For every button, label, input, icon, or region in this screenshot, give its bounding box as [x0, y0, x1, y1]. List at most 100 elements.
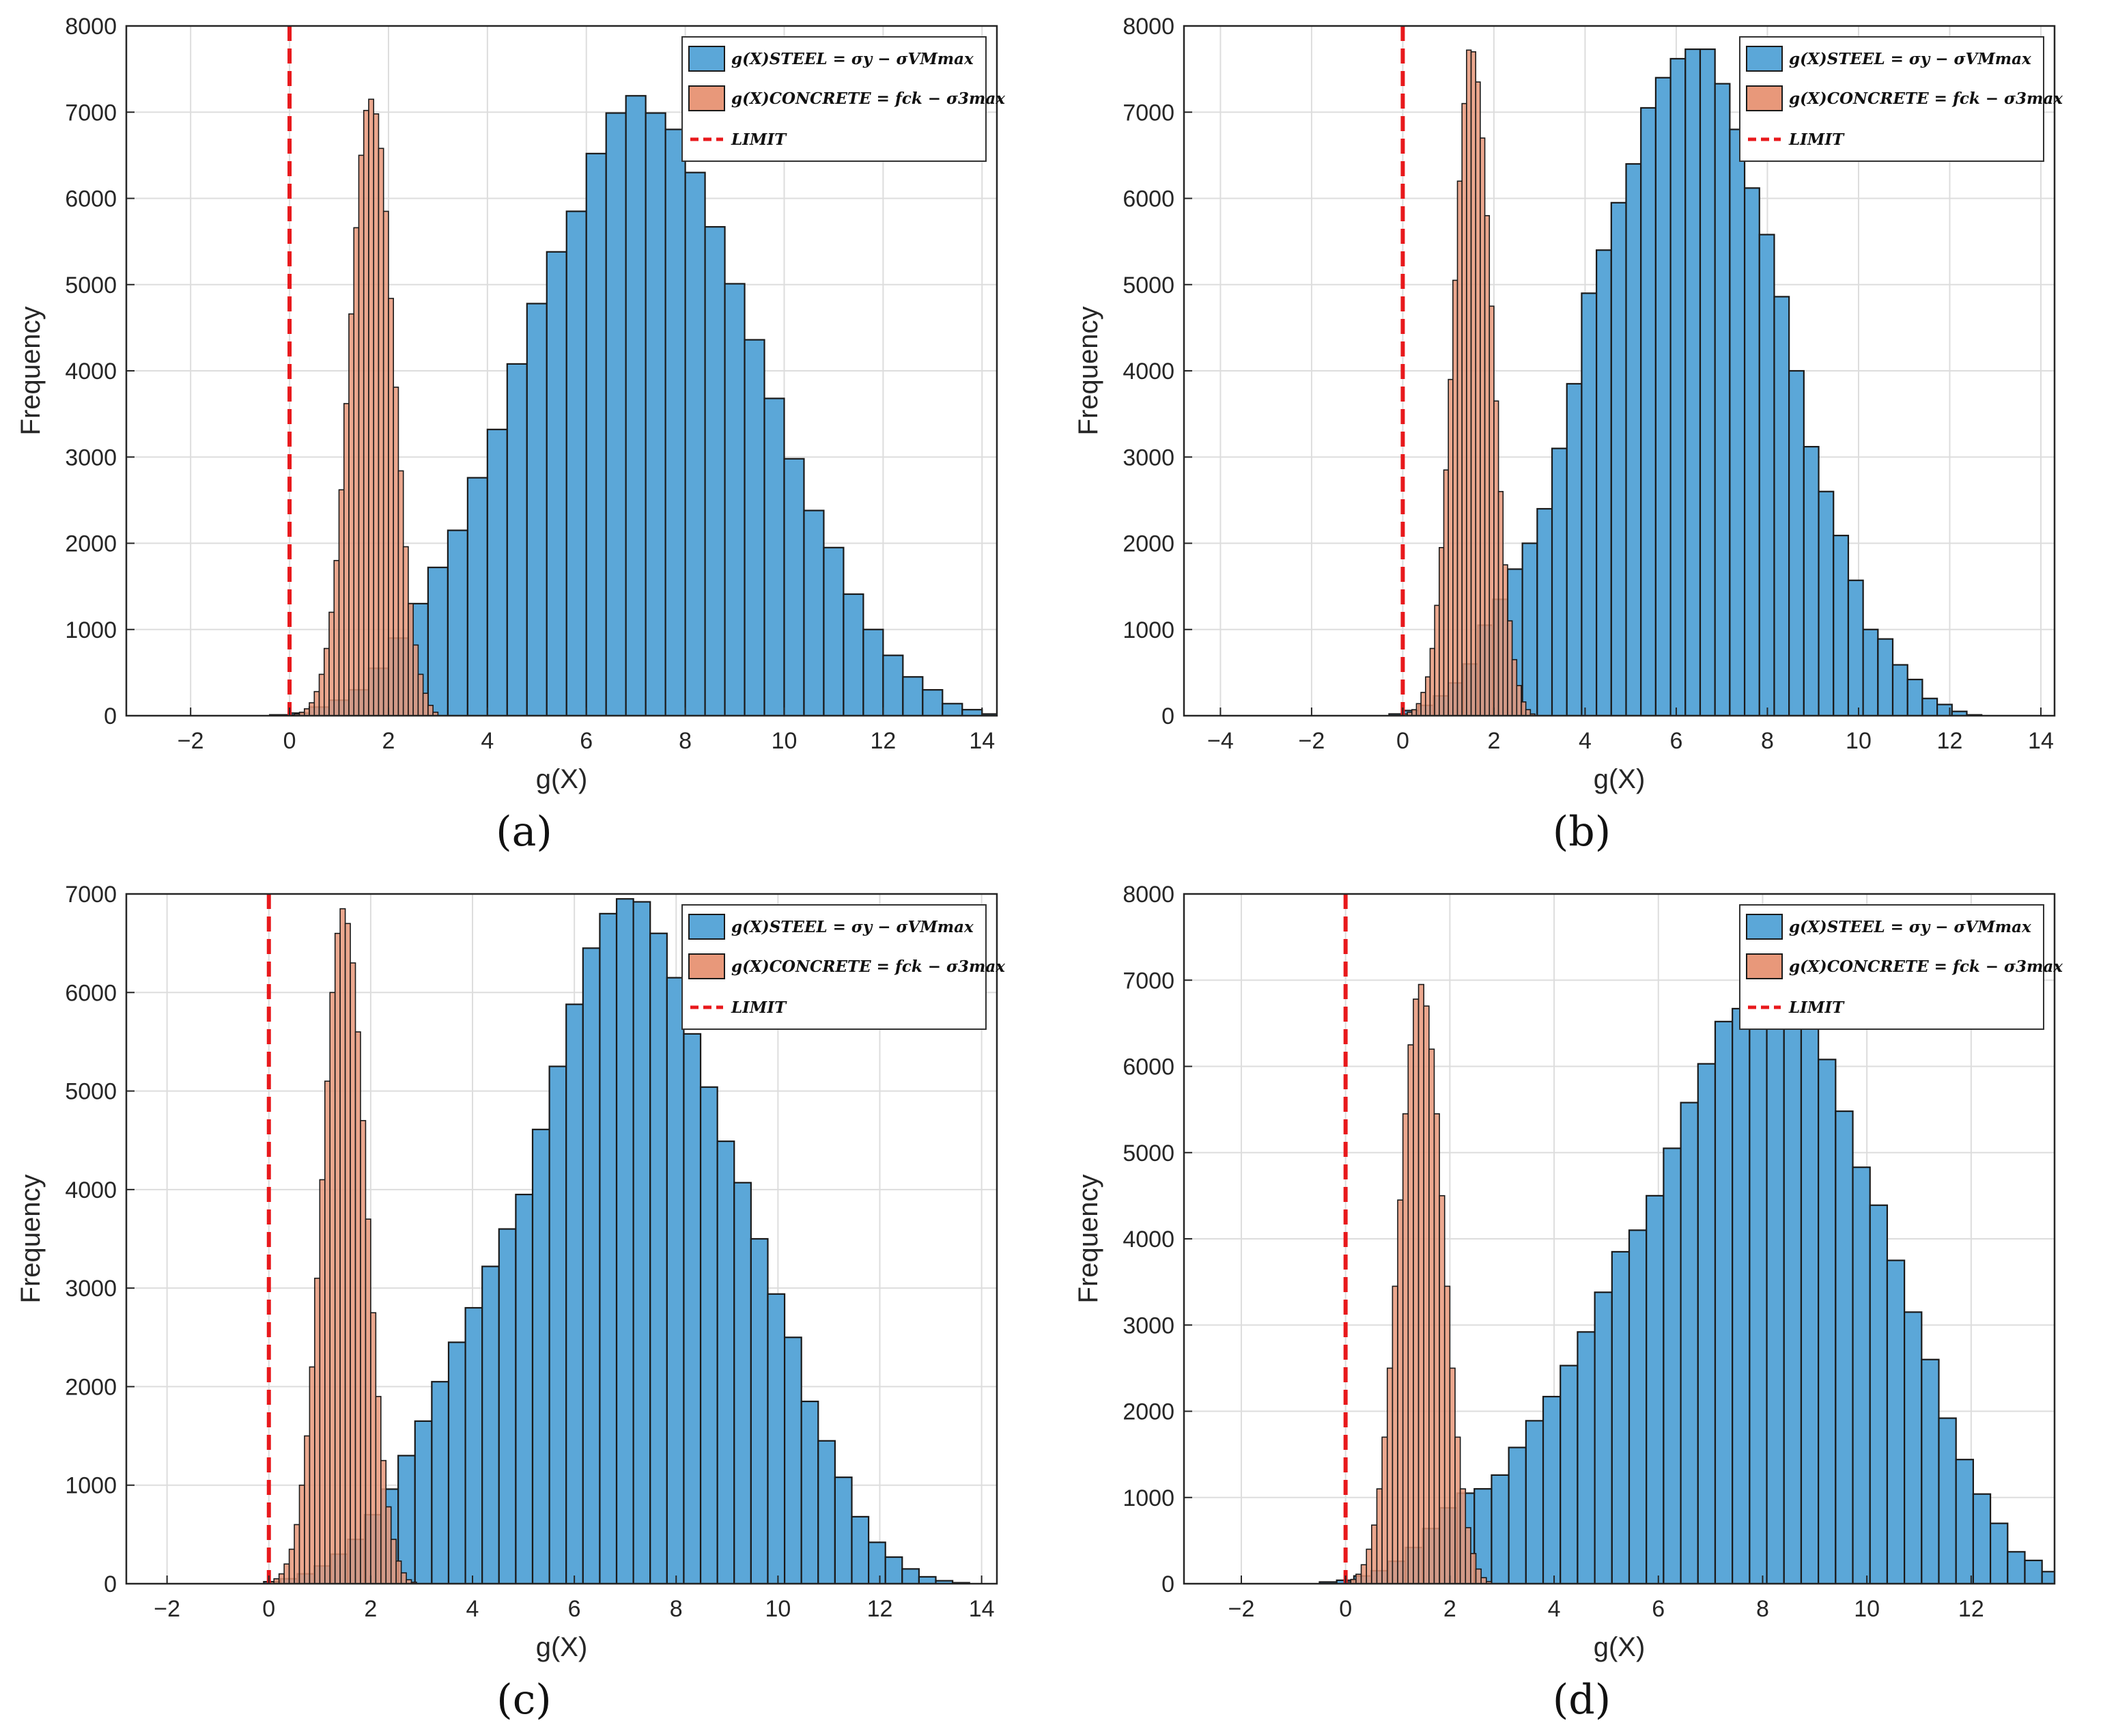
- concrete-bar: [368, 98, 375, 716]
- x-tick-label: 10: [1846, 728, 1872, 754]
- panel-caption: (a): [496, 808, 552, 856]
- y-tick-label: 7000: [1123, 100, 1174, 126]
- steel-bar: [902, 676, 924, 716]
- steel-bar: [783, 458, 805, 716]
- concrete-bar: [324, 1080, 331, 1584]
- chart-a: −2 0 2 4 6 8 10 12 14 0 1000 2000 3000 4000 5000 6000 70…: [16, 14, 1005, 856]
- legend-concrete-swatch: [688, 953, 725, 979]
- legend-steel-label: g(X)STEEL = σy − σVMmax: [1789, 50, 2031, 68]
- x-axis-label: g(X): [1594, 1632, 1646, 1662]
- y-tick-label: 2000: [1123, 531, 1174, 557]
- steel-bar: [800, 1400, 819, 1584]
- x-tick-label: 12: [870, 728, 896, 754]
- concrete-bar: [1452, 279, 1458, 716]
- concrete-bar: [348, 313, 355, 716]
- steel-bar: [834, 1476, 853, 1584]
- steel-bar: [1818, 1059, 1837, 1584]
- steel-bar: [1758, 234, 1775, 716]
- steel-bar: [1766, 1000, 1785, 1584]
- steel-bar: [466, 477, 488, 716]
- concrete-bar: [334, 932, 341, 1584]
- bars: [1388, 48, 1983, 716]
- steel-bar: [649, 932, 668, 1584]
- steel-bar: [585, 152, 607, 716]
- concrete-bar: [1521, 701, 1527, 716]
- steel-bar: [498, 1228, 517, 1584]
- x-tick-label: 6: [1652, 1596, 1665, 1622]
- y-tick-label: 6000: [65, 980, 117, 1006]
- steel-bar: [1491, 1474, 1510, 1584]
- steel-bar: [1625, 163, 1642, 716]
- steel-bar: [1669, 57, 1687, 716]
- concrete-bar: [417, 673, 424, 716]
- y-tick-label: 5000: [65, 1079, 117, 1105]
- legend-box: [681, 904, 987, 1030]
- concrete-bar: [390, 1539, 397, 1584]
- steel-bar: [1906, 678, 1923, 716]
- concrete-bar: [1443, 469, 1449, 716]
- y-tick-label: 2000: [65, 531, 117, 557]
- steel-bar: [683, 1033, 702, 1584]
- concrete-bar: [380, 1459, 387, 1584]
- steel-bar: [1628, 1229, 1648, 1584]
- x-tick-label: −2: [1228, 1596, 1255, 1622]
- concrete-bar: [1454, 1436, 1461, 1584]
- x-tick-label: 14: [2028, 728, 2054, 754]
- concrete-bar: [1429, 647, 1435, 716]
- steel-bar: [546, 251, 567, 716]
- steel-bar: [733, 1181, 752, 1584]
- steel-bar: [1697, 1063, 1717, 1584]
- concrete-bar: [1355, 1573, 1362, 1584]
- steel-bar: [447, 1341, 466, 1584]
- x-tick-label: 12: [1937, 728, 1963, 754]
- y-tick-label: 4000: [65, 1177, 117, 1203]
- x-tick-label: 8: [670, 1596, 683, 1622]
- concrete-bar: [1420, 692, 1426, 716]
- steel-bar: [2024, 1559, 2043, 1584]
- y-tick-label: 0: [104, 1571, 117, 1597]
- steel-bar: [1521, 542, 1538, 716]
- y-tick-label: 4000: [65, 359, 117, 384]
- y-axis-label: Frequency: [1073, 307, 1103, 436]
- tick-labels: −2 0 2 4 6 8 10 12 14 0 1000 2000 3000 4000 5000 6000 70…: [65, 14, 995, 754]
- tick-labels: −4 −2 0 2 4 6 8 10 12 14 0 1000 2000 3000 4000 5000 6000…: [1123, 14, 2054, 754]
- concrete-bar: [309, 702, 315, 716]
- concrete-series: [1402, 49, 1536, 716]
- steel-bar: [1936, 703, 1953, 716]
- steel-bar: [750, 1237, 769, 1584]
- panel-c: −2 0 2 4 6 8 10 12 14 0 1000 2000 3000 4000 5000 6000 70…: [0, 868, 1058, 1736]
- y-tick-label: 3000: [1123, 1313, 1174, 1339]
- y-tick-label: 4000: [1123, 1227, 1174, 1252]
- concrete-bar: [385, 1506, 392, 1584]
- concrete-bar: [402, 546, 409, 716]
- steel-bar: [882, 654, 904, 716]
- y-axis-label: Frequency: [16, 1175, 46, 1304]
- x-tick-label: 10: [772, 728, 798, 754]
- concrete-bar: [1434, 604, 1440, 716]
- steel-bar: [414, 1420, 433, 1584]
- y-tick-label: 8000: [1123, 14, 1174, 40]
- steel-bar: [862, 628, 884, 716]
- concrete-bar: [319, 1179, 326, 1584]
- steel-bar: [1525, 1420, 1544, 1584]
- steel-bar: [1699, 48, 1716, 716]
- concrete-bar: [314, 1277, 321, 1584]
- x-tick-label: 2: [382, 728, 395, 754]
- concrete-bar: [1376, 1488, 1383, 1584]
- steel-bar: [1596, 249, 1612, 716]
- concrete-bar: [333, 559, 340, 716]
- concrete-bar: [1525, 709, 1532, 716]
- y-tick-label: 1000: [65, 1473, 117, 1499]
- steel-bar: [823, 546, 845, 716]
- legend-concrete-swatch: [688, 85, 725, 111]
- concrete-bar: [1507, 620, 1513, 716]
- tick-labels: −2 0 2 4 6 8 10 12 14 0 1000 2000 3000 4000 5000 6000 70…: [65, 882, 994, 1622]
- panel-caption: (b): [1553, 808, 1611, 856]
- legend-limit-label: LIMIT: [1788, 998, 1845, 1017]
- steel-bar: [1862, 628, 1879, 716]
- concrete-bar: [329, 992, 336, 1584]
- steel-bar: [1803, 445, 1820, 716]
- steel-bar: [744, 339, 765, 716]
- concrete-bar: [373, 113, 380, 716]
- concrete-bar: [1480, 137, 1486, 716]
